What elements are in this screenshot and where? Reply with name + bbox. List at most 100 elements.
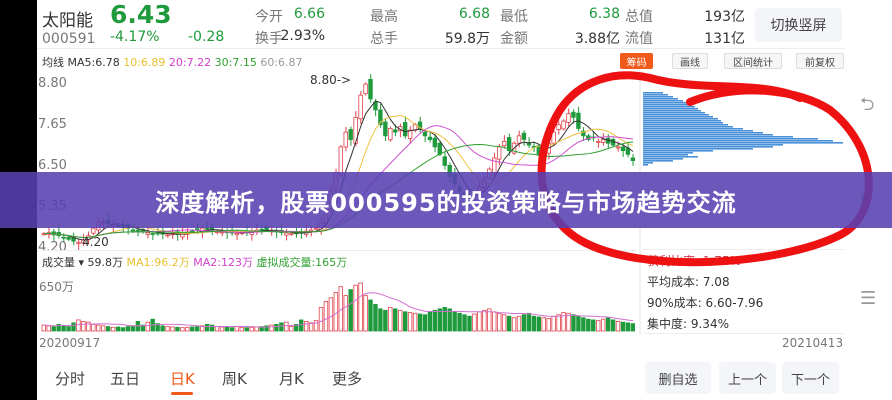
volume-bar [516, 315, 522, 332]
volume-bar [229, 327, 235, 332]
volume-bar [368, 299, 373, 332]
candle [378, 109, 383, 126]
ma-legend: 均线 MA5:6.78 10:6.89 20:7.22 30:7.15 60:6… [42, 54, 303, 70]
candle [496, 146, 502, 160]
volume-bar [556, 314, 561, 332]
volume-bar [71, 322, 76, 332]
candle [388, 128, 393, 141]
candle [145, 232, 150, 235]
candle [363, 83, 368, 95]
chip-bar [643, 130, 753, 132]
quote-label: 今开 [255, 9, 283, 25]
candle [383, 121, 388, 137]
back-icon[interactable]: ⮌ [860, 94, 875, 115]
candle [259, 228, 264, 231]
tab-2[interactable]: 日K [170, 370, 195, 388]
volume-bar [145, 321, 150, 332]
candle [417, 121, 423, 129]
candle [402, 122, 408, 137]
volume-bar [224, 326, 230, 332]
chip-bar [643, 164, 648, 166]
candle [313, 227, 319, 230]
candle [492, 157, 497, 173]
volume-bar [61, 325, 66, 332]
chip-bar [643, 144, 783, 146]
candle [432, 137, 438, 148]
adjust-button[interactable]: 前复权 [796, 53, 844, 69]
volume-bar [96, 324, 101, 332]
volume-bar [130, 325, 136, 332]
range-stats-button[interactable]: 区间统计 [724, 53, 782, 69]
volume-ma1: MA1:96.2万 [126, 256, 190, 269]
candle [368, 78, 373, 100]
volume-bar [630, 323, 636, 332]
menu-icon[interactable]: ☰ [860, 288, 877, 309]
candle [506, 137, 512, 152]
stock-code: 000591 [42, 31, 96, 47]
quote-value: 6.38 [588, 6, 620, 22]
volume-bar [442, 306, 447, 332]
tab-4[interactable]: 月K [279, 370, 304, 388]
price-axis-label: 8.80 [38, 76, 67, 91]
switch-portrait-button[interactable]: 切换竖屏 [755, 8, 842, 42]
volume-bar [303, 320, 309, 332]
tab-3[interactable]: 周K [222, 370, 247, 388]
volume-bar [56, 323, 61, 332]
candle [61, 236, 66, 239]
chip-bar [643, 114, 709, 116]
tab-5[interactable]: 更多 [332, 370, 363, 388]
candle [615, 146, 621, 149]
concentration: 集中度: 9.34% [647, 317, 729, 331]
volume-bar [506, 315, 512, 332]
volume-value: 59.8万 [87, 256, 124, 269]
quote-label: 最低 [500, 9, 528, 25]
volume-bar [160, 325, 165, 332]
chip-bar [643, 112, 705, 114]
volume-bar [363, 295, 368, 332]
draw-line-button[interactable]: 画线 [672, 53, 708, 69]
quote-label: 流值 [625, 31, 653, 47]
next-button[interactable]: 下一个 [782, 362, 839, 394]
volume-bar [204, 323, 210, 332]
chip-bar [643, 102, 688, 104]
volume-bar [66, 326, 71, 332]
volume-bar [115, 326, 121, 332]
remove-watchlist-button[interactable]: 删自选 [645, 362, 711, 394]
volume-bar [496, 312, 502, 332]
chips-button[interactable]: 筹码 [620, 53, 653, 69]
stock-name: 太阳能 [42, 11, 93, 31]
tab-0[interactable]: 分时 [55, 370, 86, 388]
chip-bar [643, 106, 695, 108]
volume-bar [219, 326, 225, 332]
chip-bar [643, 150, 713, 152]
volume-bar [383, 309, 388, 332]
tab-1[interactable]: 五日 [110, 370, 141, 388]
volume-bar [254, 326, 259, 332]
candle [630, 157, 636, 161]
candle [561, 120, 566, 130]
volume-bar [333, 292, 339, 332]
volume-bar [610, 319, 616, 332]
volume-bar [180, 327, 185, 332]
volume-bar [125, 326, 131, 332]
volume-bar [546, 318, 551, 332]
volume-bar [536, 316, 541, 332]
volume-selector[interactable]: 成交量 ▾ [42, 256, 85, 269]
volume-bar [432, 309, 438, 332]
candle [620, 146, 626, 152]
quote-value: 193亿 [704, 9, 745, 25]
volume-bar [155, 323, 160, 332]
volume-bar [407, 312, 413, 332]
low-marker: 4.20 [82, 235, 109, 249]
volume-bar [323, 301, 329, 332]
candle [135, 229, 141, 232]
volume-bar [358, 282, 363, 332]
chip-bar [643, 94, 668, 96]
active-tab-indicator [171, 392, 193, 395]
previous-button[interactable]: 上一个 [719, 362, 776, 394]
change-value: -0.28 [188, 29, 225, 45]
volume-bar [269, 324, 274, 332]
chip-bar [643, 138, 818, 140]
volume-bar [41, 324, 46, 332]
volume-bar [101, 325, 106, 332]
